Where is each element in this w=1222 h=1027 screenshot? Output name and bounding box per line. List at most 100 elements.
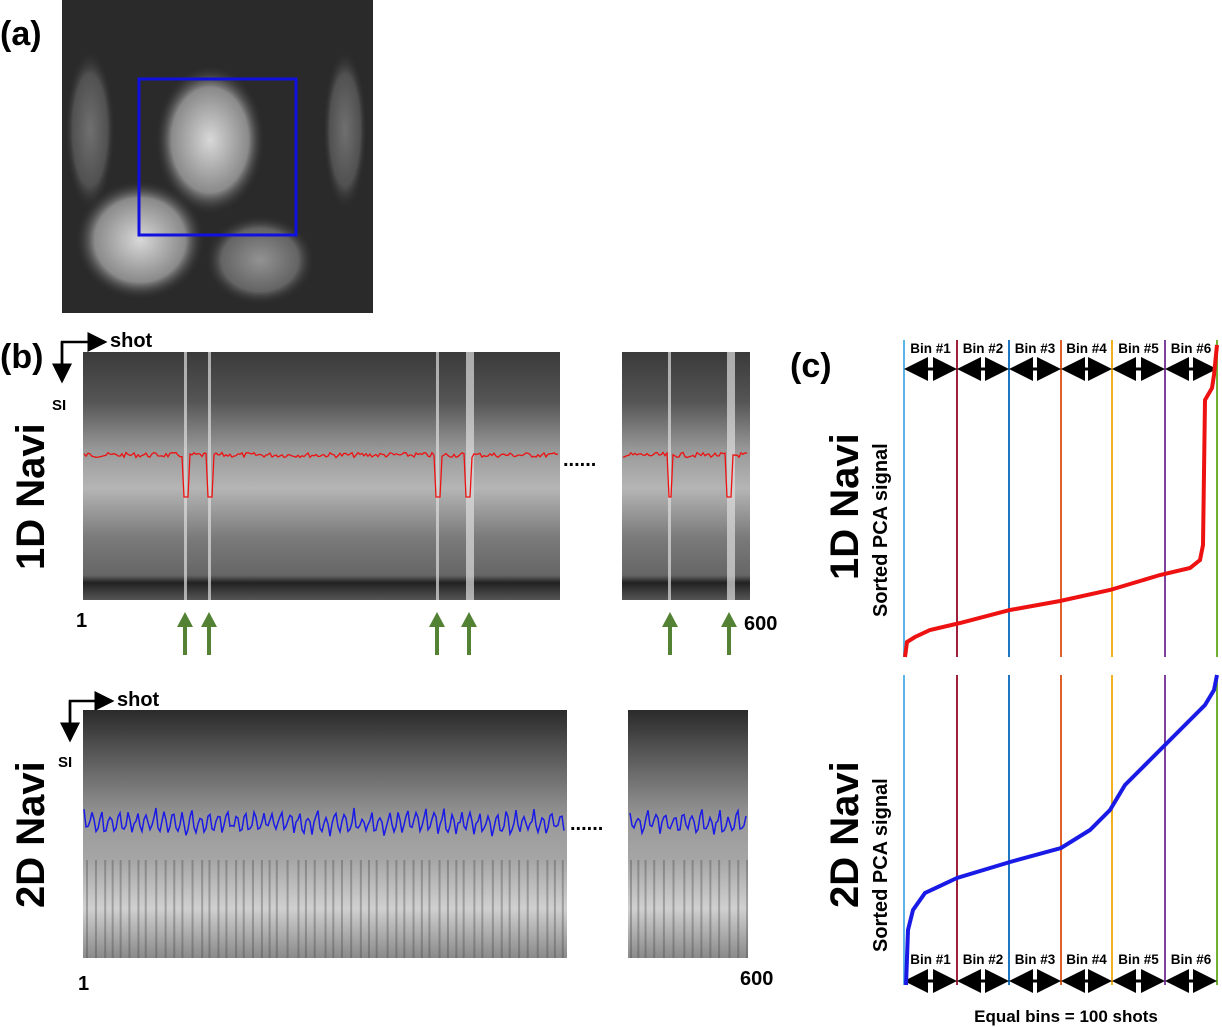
trace-1d (83, 451, 559, 498)
c-bottom-title: 2D Navi (823, 761, 867, 908)
stripe (662, 860, 665, 958)
stripe (324, 860, 327, 958)
trace-1d-right (622, 451, 748, 498)
stripe (313, 860, 316, 958)
stripe (553, 860, 556, 958)
stripe (350, 860, 353, 958)
panel-a-label: (a) (0, 15, 42, 53)
stripe (225, 860, 228, 958)
stripe (191, 860, 194, 958)
stripe (173, 860, 176, 958)
motion-arrow-icon (177, 612, 193, 655)
motion-arrow-icon (429, 612, 445, 655)
stripe (420, 860, 423, 958)
motion-stripe (727, 352, 735, 600)
stripe (235, 860, 238, 958)
stripe (297, 860, 300, 958)
trace-2d-right (629, 808, 747, 836)
bin-label: Bin #1 (910, 952, 951, 967)
stripe (672, 860, 675, 958)
stripe (359, 860, 362, 958)
bin-label: Bin #5 (1118, 952, 1159, 967)
stripe (164, 860, 167, 958)
stripe (546, 860, 549, 958)
stripe (691, 860, 694, 958)
motion-stripe (466, 352, 474, 600)
start-label-2d: 1 (78, 973, 89, 995)
stripe (128, 860, 131, 958)
bin-label: Bin #3 (1015, 952, 1056, 967)
nav2d-image-left (83, 710, 567, 958)
panel-c-label: (c) (790, 347, 832, 385)
stripe (709, 860, 712, 958)
c-xlabel: Equal bins = 100 shots (974, 1007, 1158, 1026)
stripe (508, 860, 511, 958)
start-label-1d: 1 (76, 610, 87, 632)
si-label-2d: SI (58, 754, 72, 771)
stripe (217, 860, 220, 958)
stripe (737, 860, 740, 958)
stripe (340, 860, 343, 958)
nav2d-image-right (628, 710, 748, 958)
stripe (746, 860, 749, 958)
mri-image (62, 0, 373, 313)
motion-stripe (668, 352, 671, 600)
nav1d-image-left (83, 352, 560, 600)
stripe (412, 860, 415, 958)
shot-label-1d: shot (110, 330, 153, 352)
stripe (242, 860, 245, 958)
stripe (481, 860, 484, 958)
motion-arrow-icon (201, 612, 217, 655)
stripe (104, 860, 107, 958)
stripe (386, 860, 389, 958)
end-label-1d: 600 (744, 613, 777, 635)
stripe (155, 860, 158, 958)
stripe (637, 860, 640, 958)
sorted-curve-1d (903, 344, 1219, 658)
stripe (208, 860, 211, 958)
motion-arrow-icon (721, 612, 737, 655)
ellipsis-2d: ...... (570, 813, 603, 835)
stripe (395, 860, 398, 958)
trace-2d (83, 807, 565, 837)
stripe (455, 860, 458, 958)
stripe (500, 860, 503, 958)
motion-arrow-icon (662, 612, 678, 655)
shot-label-2d: shot (117, 689, 160, 711)
stripe (268, 860, 271, 958)
stripe (653, 860, 656, 958)
stripe (630, 860, 632, 958)
bin-label: Bin #6 (1171, 341, 1212, 356)
stripe (446, 860, 449, 958)
stripe (144, 860, 147, 958)
roi-box (137, 77, 298, 237)
ellipsis-1d: ...... (563, 449, 596, 471)
stripe (518, 860, 521, 958)
stripe (683, 860, 686, 958)
stripe (181, 860, 184, 958)
stripe (536, 860, 539, 958)
stripe (438, 860, 441, 958)
stripe (201, 860, 204, 958)
bin-label: Bin #4 (1066, 952, 1107, 967)
motion-stripe (436, 352, 439, 600)
stripe (86, 860, 88, 958)
c-top-ylabel: Sorted PCA signal (870, 443, 892, 617)
stripe (728, 860, 731, 958)
stripe (304, 860, 307, 958)
stripe (491, 860, 494, 958)
stripe (367, 860, 370, 958)
c-top-title: 1D Navi (823, 433, 867, 580)
stripe (561, 860, 564, 958)
stripe (260, 860, 263, 958)
stripe (94, 860, 97, 958)
bin-label: Bin #5 (1118, 341, 1159, 356)
stripe (119, 860, 122, 958)
stripe (644, 860, 647, 958)
axis-arrows-1d (52, 332, 108, 384)
bin-label: Bin #2 (963, 341, 1004, 356)
bin-label: Bin #4 (1066, 341, 1107, 356)
stripe (275, 860, 278, 958)
motion-arrow-icon (461, 612, 477, 655)
si-label-1d: SI (52, 397, 66, 414)
